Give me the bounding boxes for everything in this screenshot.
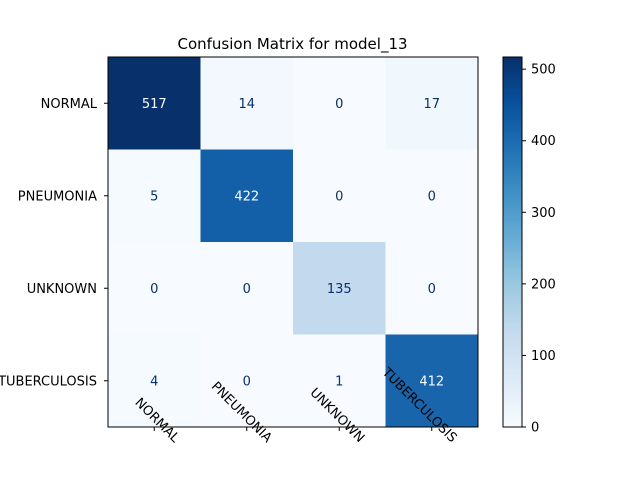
cell-value-label: 0	[243, 374, 251, 389]
cell-value-label: 0	[428, 282, 436, 297]
matrix-cell	[293, 149, 386, 243]
colorbar-tick-label: 400	[531, 134, 556, 149]
matrix-cell	[385, 57, 479, 150]
matrix-cell	[293, 57, 386, 150]
matrix-cell	[385, 242, 479, 335]
colorbar-tick-label: 0	[531, 421, 539, 436]
cell-value-label: 0	[150, 282, 158, 297]
cell-value-label: 4	[150, 374, 158, 389]
matrix-cell	[108, 334, 201, 428]
cell-value-label: 0	[335, 97, 343, 112]
y-tick-label: PNEUMONIA	[18, 189, 97, 204]
cell-value-label: 135	[327, 282, 352, 297]
cell-value-label: 17	[423, 97, 440, 112]
colorbar	[502, 56, 523, 428]
cell-value-label: 0	[335, 189, 343, 204]
cell-value-label: 5	[150, 189, 158, 204]
cell-value-label: 517	[142, 97, 167, 112]
matrix-cell	[385, 149, 479, 243]
matrix-cell	[108, 149, 201, 243]
matrix-cell	[200, 149, 294, 243]
cell-value-label: 1	[335, 374, 343, 389]
colorbar-tick-label: 300	[531, 206, 556, 221]
matrix-frame	[107, 56, 479, 428]
y-tick-label: TUBERCULOSIS	[0, 374, 97, 389]
matrix-cell	[200, 57, 294, 150]
colorbar-tick-label: 100	[531, 349, 556, 364]
cell-value-label: 0	[243, 282, 251, 297]
y-tick-label: NORMAL	[41, 97, 98, 112]
colorbar-tick-label: 200	[531, 277, 556, 292]
y-tick-label: UNKNOWN	[27, 282, 97, 297]
colorbar-tick-label: 500	[531, 63, 556, 78]
matrix-cell	[293, 242, 386, 335]
matrix-cell	[385, 334, 479, 428]
matrix-cell	[293, 334, 386, 428]
chart-title: Confusion Matrix for model_13	[177, 35, 407, 54]
matrix-cell	[108, 242, 201, 335]
matrix-cell	[200, 334, 294, 428]
cell-value-label: 14	[238, 97, 255, 112]
cell-value-label: 0	[428, 189, 436, 204]
matrix-cell	[108, 57, 201, 150]
cell-value-label: 422	[234, 189, 259, 204]
matrix-cell	[200, 242, 294, 335]
cell-value-label: 412	[419, 374, 444, 389]
